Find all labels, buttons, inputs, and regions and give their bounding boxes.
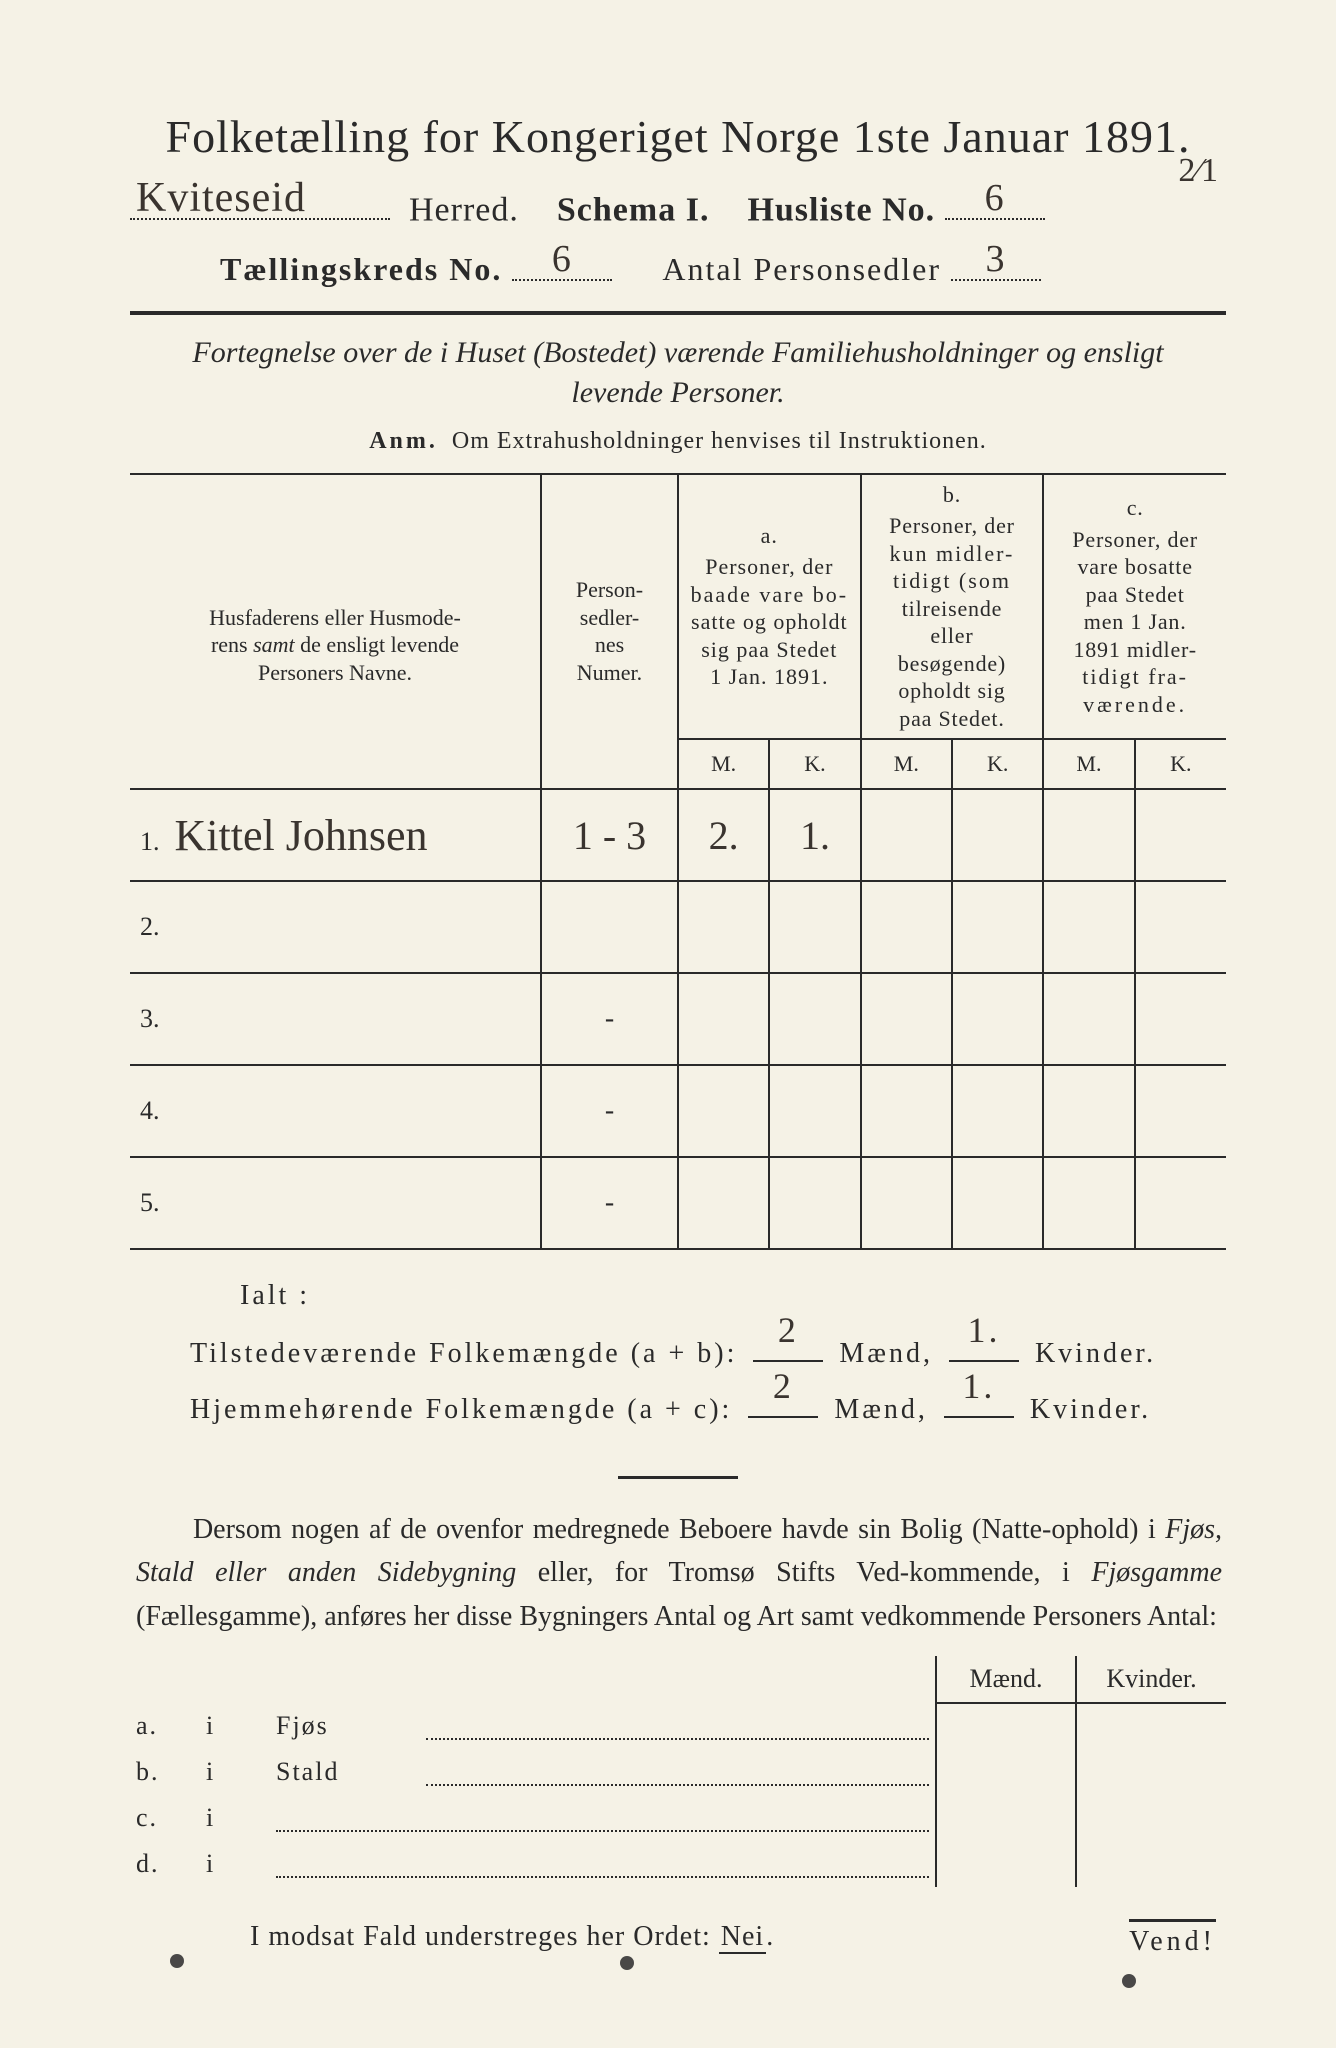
- table-row: 3. -: [130, 973, 1226, 1065]
- cell-a-k: 1.: [800, 813, 830, 858]
- col-a-header: a. Personer, der baade vare bo- satte og…: [678, 474, 861, 740]
- section-divider: [130, 1466, 1226, 1484]
- totals-block: Tilstedeværende Folkemængde (a + b): 2 M…: [130, 1326, 1226, 1438]
- personsedler-value: 3: [985, 237, 1006, 281]
- lower-row: b. i Stald: [130, 1749, 1226, 1795]
- table-row: 1. Kittel Johnsen 1 - 3 2. 1.: [130, 789, 1226, 881]
- a-k: K.: [769, 739, 860, 789]
- lower-head-m: Mænd.: [936, 1656, 1076, 1703]
- cell-c-k: [1135, 789, 1226, 881]
- cell-b-k: [952, 789, 1043, 881]
- kreds-value: 6: [552, 237, 573, 281]
- table-row: 4. -: [130, 1065, 1226, 1157]
- cell-sedler: 1 - 3: [573, 813, 646, 858]
- nei-line: I modsat Fald understreges her Ordet: Ne…: [130, 1921, 1226, 1953]
- form-subtitle: Fortegnelse over de i Huset (Bostedet) v…: [130, 333, 1226, 414]
- col-b-header: b. Personer, der kun midler- tidigt (som…: [861, 474, 1044, 740]
- anm-note: Anm. Om Extrahusholdninger henvises til …: [130, 428, 1226, 455]
- herred-label: Herred.: [409, 191, 519, 228]
- table-row: 2.: [130, 881, 1226, 973]
- corner-fraction: 2⁄1: [1178, 152, 1218, 190]
- table-header-row: Husfaderens eller Husmode- rens samt de …: [130, 474, 1226, 740]
- ialt-label: Ialt :: [130, 1280, 1226, 1312]
- lower-row: a. i Fjøs: [130, 1703, 1226, 1749]
- cell-b-m: [861, 789, 952, 881]
- herred-value: Kviteseid: [136, 174, 306, 222]
- present-label: Tilstedeværende Folkemængde (a + b):: [190, 1338, 737, 1369]
- schema-label: Schema I.: [557, 191, 710, 228]
- b-m: M.: [861, 739, 952, 789]
- husliste-value: 6: [985, 176, 1005, 220]
- instruction-paragraph: Dersom nogen af de ovenfor medregnede Be…: [130, 1508, 1226, 1638]
- page-title: Folketælling for Kongeriget Norge 1ste J…: [130, 110, 1226, 163]
- header-line-herred: Kviteseid Herred. Schema I. Husliste No.…: [130, 181, 1226, 229]
- resident-label: Hjemmehørende Folkemængde (a + c):: [190, 1394, 732, 1425]
- row-name: Kittel Johnsen: [175, 811, 428, 860]
- b-k: K.: [952, 739, 1043, 789]
- table-row: 5. -: [130, 1157, 1226, 1249]
- col-c-header: c. Personer, der vare bosatte paa Stedet…: [1043, 474, 1226, 740]
- main-table: Husfaderens eller Husmode- rens samt de …: [130, 473, 1226, 1251]
- resident-k: 1.: [962, 1350, 995, 1422]
- lower-head-k: Kvinder.: [1076, 1656, 1226, 1703]
- a-m: M.: [678, 739, 769, 789]
- lower-row: d. i: [130, 1841, 1226, 1887]
- ink-blot-icon: [170, 1954, 184, 1968]
- c-k: K.: [1135, 739, 1226, 789]
- col-num-header: Person- sedler- nes Numer.: [541, 474, 678, 790]
- c-m: M.: [1043, 739, 1134, 789]
- kreds-label: Tællingskreds No.: [220, 252, 502, 288]
- census-form-page: 2⁄1 Folketælling for Kongeriget Norge 1s…: [0, 0, 1336, 2048]
- husliste-label: Husliste No.: [747, 191, 935, 228]
- ink-blot-icon: [1122, 1974, 1136, 1988]
- ink-blot-icon: [620, 1956, 634, 1970]
- header-line-kreds: Tællingskreds No. 6 Antal Personsedler 3: [130, 243, 1226, 288]
- row-num: 1.: [140, 827, 160, 856]
- vend-label: Vend!: [1129, 1919, 1216, 1958]
- resident-m: 2: [773, 1350, 794, 1422]
- cell-a-m: 2.: [709, 813, 739, 858]
- cell-c-m: [1043, 789, 1134, 881]
- lower-row: c. i: [130, 1795, 1226, 1841]
- col-name-header: Husfaderens eller Husmode- rens samt de …: [130, 474, 541, 790]
- lower-head-row: Mænd. Kvinder.: [130, 1656, 1226, 1703]
- personsedler-label: Antal Personsedler: [662, 252, 941, 288]
- lower-table: Mænd. Kvinder. a. i Fjøs b. i Stald c. i…: [130, 1656, 1226, 1887]
- divider: [130, 311, 1226, 315]
